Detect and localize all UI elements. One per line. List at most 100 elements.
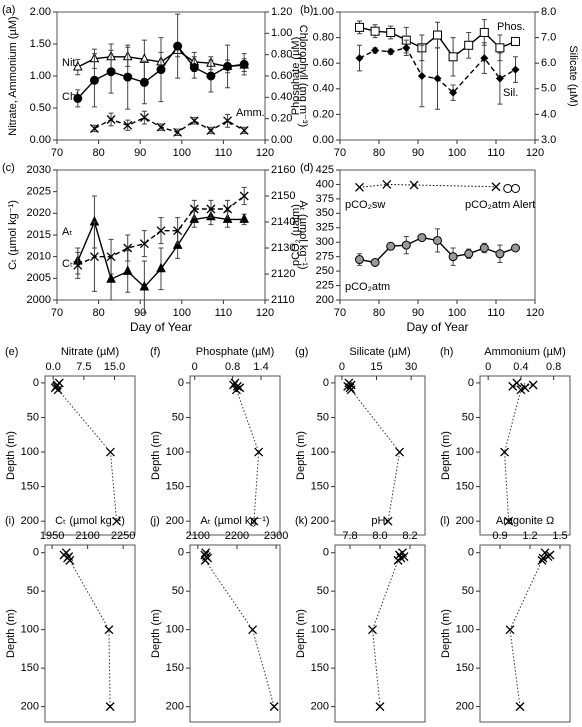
y-tick-label: 2015 (27, 229, 51, 241)
profile-line (232, 382, 260, 522)
panel-title: Ammonium (µM) (484, 346, 566, 358)
panel-label: (b) (300, 4, 313, 16)
marker (409, 180, 419, 190)
marker (355, 22, 364, 32)
marker (516, 385, 526, 395)
x-tick-label: 8.0 (372, 530, 387, 542)
marker (156, 122, 166, 132)
series-name: pCO₂sw (345, 199, 385, 211)
x-tick-label: 1.4 (253, 361, 268, 373)
marker (139, 113, 149, 123)
marker (269, 702, 279, 712)
x-axis-label: Day of Year (130, 320, 192, 334)
x-tick-label: 15 (370, 361, 382, 373)
x-tick-label: 100 (448, 307, 466, 319)
y-tick-label: 425 (316, 164, 334, 176)
y-tick-label: 100 (456, 446, 474, 458)
y2-tick-label: 0.60 (271, 70, 292, 82)
panel-label: (d) (300, 162, 313, 174)
y-tick-label: 50 (317, 585, 329, 597)
profile-line (346, 382, 401, 522)
y-tick-label: 150 (21, 662, 39, 674)
x-tick-label: 0.8 (225, 361, 240, 373)
x-tick-label: 120 (526, 147, 544, 159)
y2-tick-label: 0.80 (271, 49, 292, 61)
y-tick-label: 0.50 (30, 102, 51, 114)
x-tick-label: 0 (485, 361, 491, 373)
panel-label: (f) (150, 346, 160, 358)
y2-tick-label: 2140 (271, 216, 295, 228)
marker (504, 516, 514, 526)
marker (106, 67, 116, 77)
x-tick-label: 90 (412, 307, 424, 319)
panel-label: (l) (440, 515, 450, 527)
x-tick-label: 80 (92, 307, 104, 319)
y-axis-label: pCO₂ (µatm) (290, 204, 302, 266)
plot-frame (479, 544, 571, 723)
marker (511, 36, 520, 46)
marker (53, 385, 63, 395)
y-tick-label: 1.00 (313, 6, 334, 18)
marker (248, 625, 258, 635)
x-tick-label: 80 (373, 147, 385, 159)
y-tick-label: 0.60 (313, 57, 334, 69)
y-tick-label: 1.00 (30, 70, 51, 82)
marker (355, 255, 364, 265)
series-line (359, 183, 497, 188)
series-name: Chl (62, 91, 79, 103)
marker (386, 241, 396, 251)
y-tick-label: 150 (21, 481, 39, 493)
y-tick-label: 0.00 (30, 134, 51, 146)
marker (206, 204, 216, 214)
marker (89, 75, 99, 85)
marker (173, 41, 183, 51)
series-name: Cₜ (62, 258, 73, 270)
y-tick-label: 100 (21, 624, 39, 636)
panel-label: (e) (5, 346, 18, 358)
y-axis-label: Depth (m) (5, 609, 17, 658)
marker (528, 380, 538, 390)
y2-tick-label: 2120 (271, 268, 295, 280)
profile-line (371, 552, 406, 707)
x-tick-label: 2300 (264, 530, 288, 542)
marker (433, 74, 442, 83)
y2-axis-label: Silicate (µM) (567, 45, 579, 106)
panel-label: (g) (295, 346, 308, 358)
marker (480, 54, 489, 63)
marker (156, 262, 166, 273)
marker (123, 72, 133, 82)
y-axis-label: Phosphate (µM) (290, 37, 302, 115)
y-tick-label: 200 (166, 701, 184, 713)
y2-tick-label: 2130 (271, 242, 295, 254)
y-axis-label: Depth (m) (150, 431, 162, 480)
marker (222, 213, 233, 223)
plot-frame (189, 544, 281, 723)
panel-label: (j) (150, 515, 160, 527)
x-tick-label: 0 (192, 361, 198, 373)
marker (106, 252, 116, 262)
marker (105, 702, 115, 712)
y-tick-label: 300 (316, 236, 334, 248)
y-tick-label: 200 (21, 515, 39, 527)
marker (464, 249, 474, 259)
marker (511, 243, 520, 253)
marker (189, 204, 199, 214)
y-axis-label: Depth (m) (150, 609, 162, 658)
marker (106, 273, 116, 283)
marker (156, 226, 166, 236)
y-tick-label: 100 (21, 446, 39, 458)
series-name: Amm. (236, 107, 265, 119)
marker (172, 239, 183, 249)
marker (402, 43, 411, 52)
marker (393, 555, 403, 565)
marker (386, 47, 395, 56)
y-tick-label: 100 (311, 446, 329, 458)
panel-label: (a) (2, 4, 15, 16)
y-axis-label: Depth (m) (440, 609, 452, 658)
profile-line (504, 382, 534, 522)
y-tick-label: 100 (311, 624, 329, 636)
panel-title: Phosphate (µM) (196, 346, 274, 358)
y2-tick-label: 5.0 (541, 83, 556, 95)
marker (89, 252, 99, 262)
